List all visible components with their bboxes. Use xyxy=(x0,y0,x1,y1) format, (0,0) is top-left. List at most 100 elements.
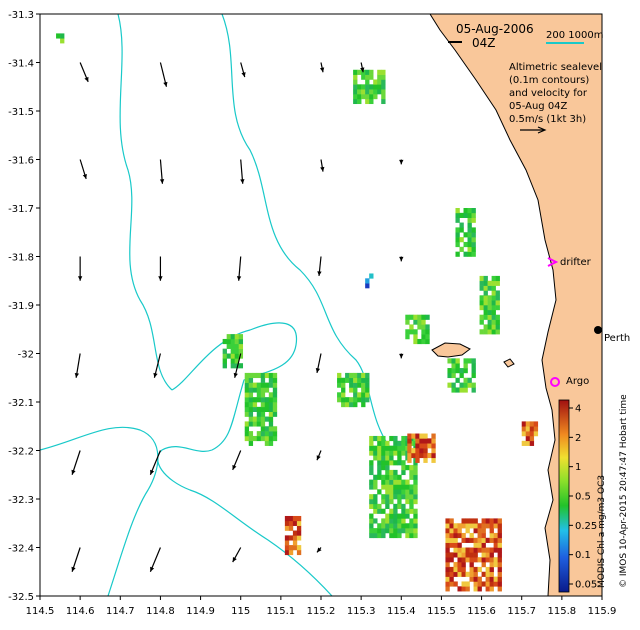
chl-pixel xyxy=(409,523,414,529)
chl-pixel xyxy=(401,513,406,519)
chl-pixel xyxy=(479,329,484,335)
chl-pixel xyxy=(337,377,342,383)
chl-pixel xyxy=(493,523,498,529)
chl-pixel xyxy=(361,69,366,75)
x-tick-label: 115.5 xyxy=(427,606,456,617)
chl-pixel xyxy=(248,372,254,379)
chl-pixel xyxy=(226,343,231,349)
chl-pixel xyxy=(393,445,398,451)
chl-pixel xyxy=(381,484,386,490)
chl-pixel xyxy=(385,450,390,456)
chl-pixel xyxy=(353,387,358,393)
chl-pixel xyxy=(497,523,502,529)
chl-pixel xyxy=(369,484,374,490)
chl-pixel xyxy=(473,547,478,553)
chl-pixel xyxy=(234,363,240,369)
chl-pixel xyxy=(268,402,274,408)
velocity-arrow-head xyxy=(236,276,242,281)
chl-pixel xyxy=(349,402,354,408)
x-tick-label: 114.6 xyxy=(66,606,95,617)
chl-pixel xyxy=(449,518,454,524)
chl-pixel xyxy=(369,465,374,471)
chl-pixel xyxy=(409,508,414,514)
chl-pixel xyxy=(463,241,468,248)
chl-pixel xyxy=(393,489,398,495)
chl-pixel xyxy=(341,392,346,398)
chl-pixel xyxy=(373,435,378,442)
chl-pixel xyxy=(230,353,235,359)
chl-pixel xyxy=(455,368,460,374)
chl-pixel xyxy=(413,334,418,340)
chl-pixel xyxy=(481,581,486,587)
chl-pixel xyxy=(487,329,492,335)
chl-pixel xyxy=(385,469,390,476)
chl-pixel xyxy=(451,368,456,374)
chl-pixel xyxy=(493,542,498,548)
chl-pixel xyxy=(479,314,484,320)
chl-pixel xyxy=(453,547,458,553)
y-tick-label: -31.6 xyxy=(8,156,34,167)
chl-pixel xyxy=(415,457,420,463)
chl-pixel xyxy=(377,455,382,461)
chl-pixel xyxy=(487,319,492,325)
chl-pixel xyxy=(385,499,390,505)
chl-pixel xyxy=(377,84,382,90)
chl-pixel xyxy=(349,377,354,383)
chl-pixel xyxy=(491,280,496,286)
chl-pixel xyxy=(288,525,294,531)
chl-pixel xyxy=(447,372,452,379)
chl-pixel xyxy=(529,426,535,432)
chl-pixel xyxy=(357,377,362,383)
chl-pixel xyxy=(244,382,250,388)
velocity-arrow-head xyxy=(71,566,76,572)
chl-pixel xyxy=(284,540,290,546)
chl-pixel xyxy=(389,523,394,529)
chl-pixel xyxy=(489,532,494,539)
chl-pixel xyxy=(357,69,362,75)
chl-pixel xyxy=(415,452,420,459)
chl-pixel xyxy=(445,586,450,592)
chl-pixel xyxy=(497,581,502,587)
chl-pixel xyxy=(423,443,428,449)
chl-pixel xyxy=(463,358,468,364)
legend-line-4: 05-Aug 04Z xyxy=(509,101,568,112)
x-tick-label: 115.4 xyxy=(387,606,416,617)
chl-pixel xyxy=(341,402,346,408)
chl-pixel xyxy=(453,523,458,529)
chl-pixel xyxy=(425,334,430,340)
chl-pixel xyxy=(230,343,235,349)
chl-pixel xyxy=(459,372,464,379)
chl-pixel xyxy=(401,528,406,534)
chl-pixel xyxy=(377,489,382,495)
chl-pixel xyxy=(381,474,386,480)
chl-pixel xyxy=(401,469,406,476)
chl-pixel xyxy=(533,421,539,427)
chl-pixel xyxy=(296,525,302,531)
chl-pixel xyxy=(473,576,478,582)
chl-pixel xyxy=(365,377,370,383)
chl-pixel xyxy=(361,372,366,379)
chl-pixel xyxy=(365,98,370,105)
chl-pixel xyxy=(353,89,358,95)
credit-text: © IMOS 10-Apr-2015 20:47:47 Hobart time xyxy=(619,394,629,588)
chl-pixel xyxy=(222,353,227,359)
velocity-arrow-head xyxy=(74,372,80,378)
chl-pixel xyxy=(361,387,366,393)
chl-pixel xyxy=(417,314,422,320)
chl-pixel xyxy=(497,532,502,539)
colorbar-title: MODIS Chl-a mg/m3 OC3 xyxy=(597,475,607,588)
chl-pixel xyxy=(469,557,474,563)
chl-pixel xyxy=(413,469,418,476)
chl-pixel xyxy=(381,508,386,514)
chl-pixel xyxy=(385,445,390,451)
chl-pixel xyxy=(389,455,394,461)
chl-pixel xyxy=(284,515,290,522)
chl-pixel xyxy=(264,416,270,422)
chl-pixel xyxy=(272,411,278,417)
chl-pixel xyxy=(493,537,498,543)
chl-pixel xyxy=(491,285,496,291)
chl-pixel xyxy=(489,576,494,582)
legend-line-2: (0.1m contours) xyxy=(509,75,589,86)
chl-pixel xyxy=(252,382,258,388)
chl-pixel xyxy=(427,443,432,449)
